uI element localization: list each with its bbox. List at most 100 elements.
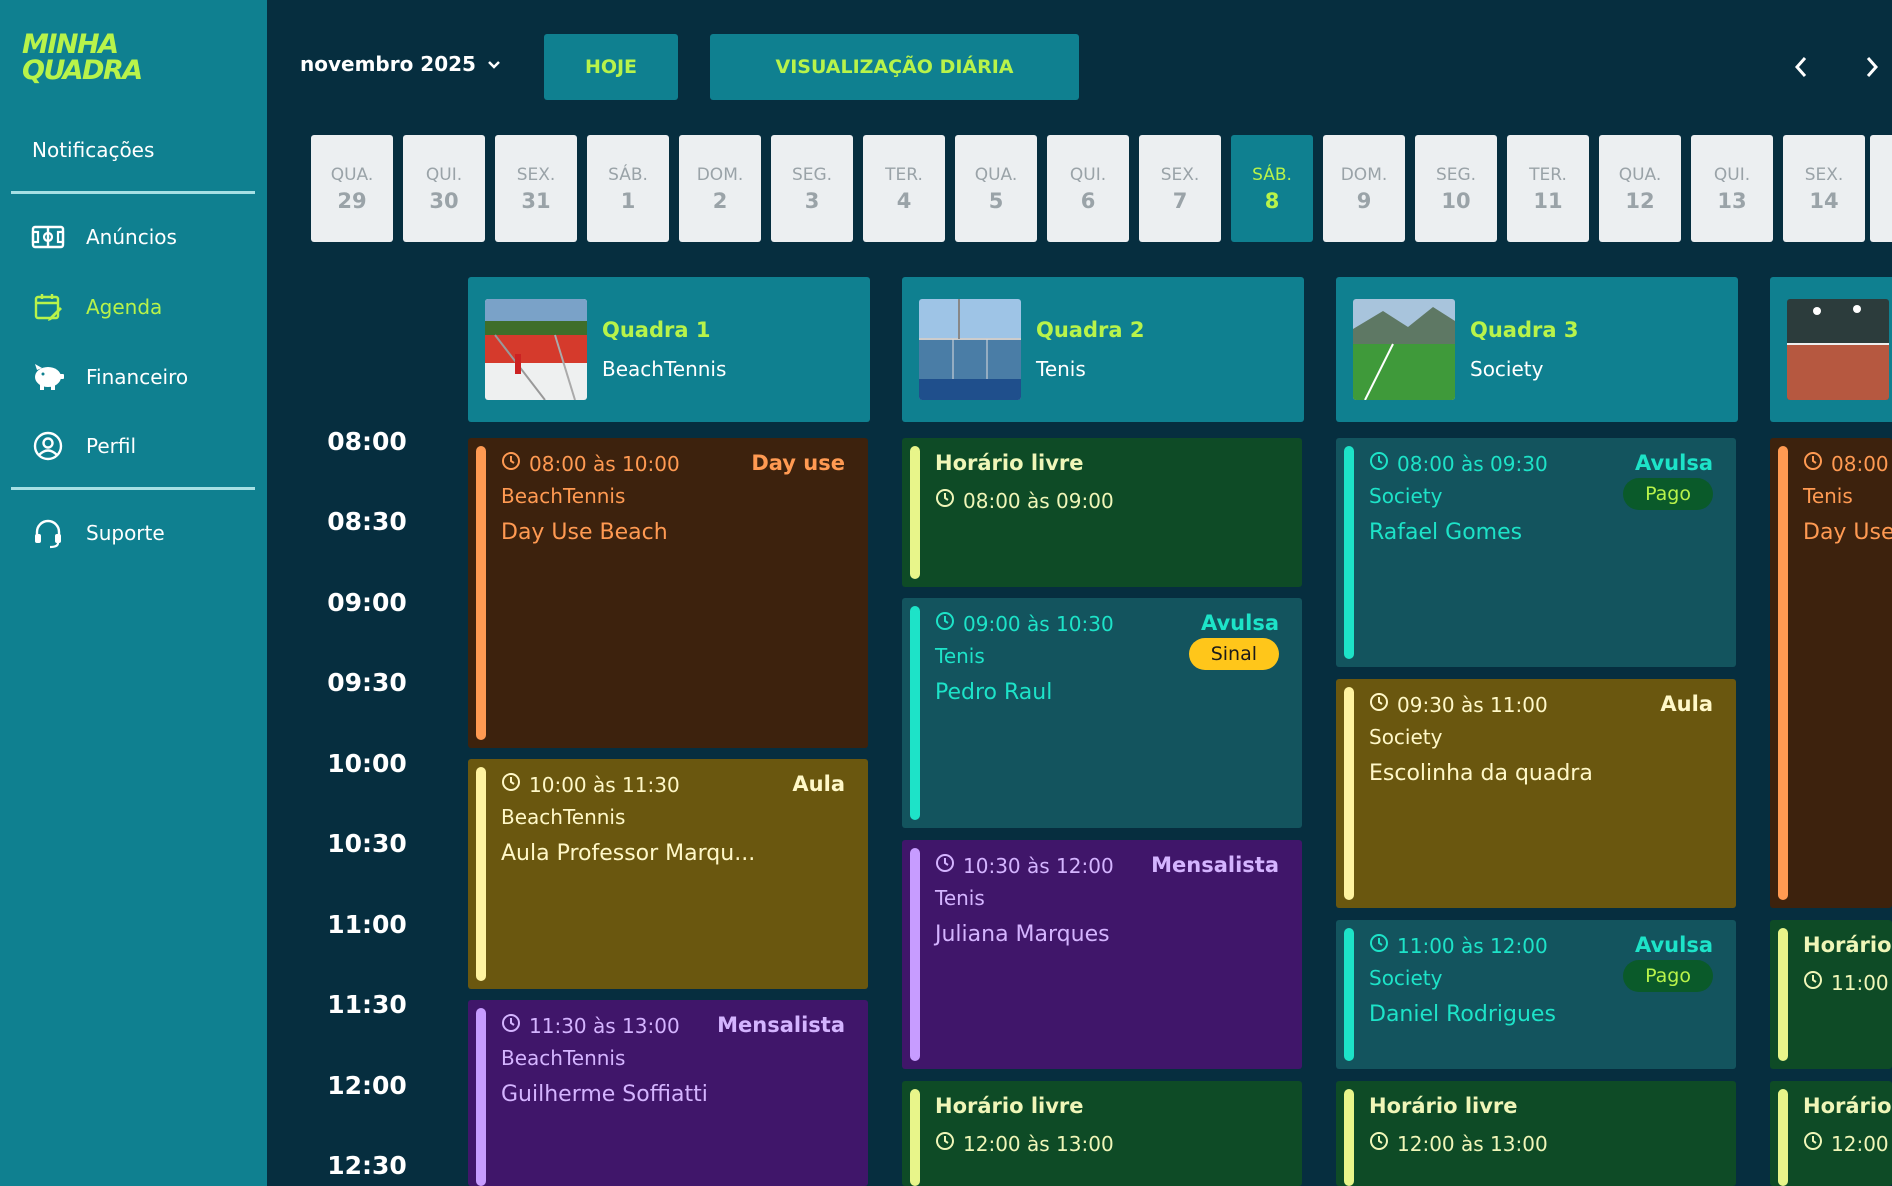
booking-color-bar — [1344, 1089, 1354, 1186]
payment-badge: Pago — [1623, 960, 1713, 992]
clock-icon — [501, 451, 521, 476]
booking-time-text: 08:00 às 09:30 — [1397, 451, 1548, 476]
day-cell[interactable]: DOM. 9 — [1323, 135, 1405, 242]
booking-card[interactable]: 10:30 às 12:00 Mensalista Tenis Juliana … — [902, 840, 1302, 1069]
headset-icon — [30, 515, 66, 551]
booking-type: Mensalista — [717, 1013, 845, 1037]
payment-badge: Sinal — [1188, 638, 1279, 670]
booking-time-text: 11:00 às 12:00 — [1397, 933, 1548, 958]
booking-time: 11:00 à — [1803, 970, 1892, 995]
booking-time-text: 11:00 à — [1831, 970, 1892, 995]
day-cell[interactable]: QUA. 12 — [1599, 135, 1681, 242]
booking-time: 11:00 às 12:00 — [1369, 933, 1548, 958]
day-number: 14 — [1809, 188, 1839, 213]
booking-client: Guilherme Soffiatti — [501, 1082, 708, 1107]
clock-icon — [1803, 451, 1823, 476]
day-cell[interactable]: DOM. 2 — [679, 135, 761, 242]
booking-card[interactable]: 08:00 às 09:30 Avulsa Pago Society Rafae… — [1336, 438, 1736, 667]
day-number: 29 — [337, 188, 367, 213]
day-cell[interactable]: SÁB. 1 — [587, 135, 669, 242]
day-weekday: QUA. — [330, 164, 374, 185]
free-slot-card[interactable]: Horário livre 08:00 às 09:00 — [902, 438, 1302, 587]
booking-client: Day Use Beach — [501, 520, 668, 545]
booking-time-text: 08:00 às 10:00 — [529, 451, 680, 476]
booking-card[interactable]: 08:00 Tenis Day Use — [1770, 438, 1892, 908]
day-number: 5 — [988, 188, 1004, 213]
month-selector[interactable]: novembro 2025 — [300, 52, 502, 76]
notifications-link[interactable]: Notificações — [32, 138, 155, 162]
day-cell[interactable]: QUA. 5 — [955, 135, 1037, 242]
today-button[interactable]: HOJE — [544, 34, 678, 100]
sidebar-item-financeiro[interactable]: Financeiro — [30, 357, 250, 397]
day-weekday: SEG. — [791, 164, 833, 185]
court-header-quadra-3[interactable]: Quadra 3 Society — [1336, 277, 1738, 422]
sidebar-divider — [11, 191, 255, 194]
booking-card[interactable]: 10:00 às 11:30 Aula BeachTennis Aula Pro… — [468, 759, 868, 989]
day-number: 11 — [1533, 188, 1563, 213]
day-weekday: SEX. — [516, 164, 556, 185]
day-cell[interactable]: SEX. 31 — [495, 135, 577, 242]
day-number: 13 — [1717, 188, 1747, 213]
day-cell[interactable]: SEX. 7 — [1139, 135, 1221, 242]
booking-card[interactable]: 11:00 às 12:00 Avulsa Pago Society Danie… — [1336, 920, 1736, 1069]
time-label: 09:30 — [327, 668, 407, 697]
court-header-quadra-4[interactable] — [1770, 277, 1892, 422]
day-cell[interactable]: SEG. 3 — [771, 135, 853, 242]
booking-time: 12:00 às 13:00 — [935, 1131, 1114, 1156]
time-label: 10:00 — [327, 749, 407, 778]
free-slot-card[interactable]: Horário 11:00 à — [1770, 920, 1892, 1069]
booking-time-text: 11:30 às 13:00 — [529, 1013, 680, 1038]
sidebar: MINHA QUADRA Notificações Anúncios Agend… — [0, 0, 267, 1186]
booking-time: 12:00 às 13:00 — [1369, 1131, 1548, 1156]
day-number: 7 — [1172, 188, 1188, 213]
booking-card[interactable]: 08:00 às 10:00 Day use BeachTennis Day U… — [468, 438, 868, 748]
day-weekday: DOM. — [1340, 164, 1388, 185]
day-cell[interactable]: TER. 4 — [863, 135, 945, 242]
day-cell[interactable]: SEX. 14 — [1783, 135, 1865, 242]
clock-icon — [501, 1013, 521, 1038]
day-cell[interactable]: QUA. 29 — [311, 135, 393, 242]
sidebar-item-suporte[interactable]: Suporte — [30, 513, 250, 553]
booking-sport: Tenis — [935, 644, 985, 668]
chevron-right-icon[interactable] — [1855, 50, 1889, 84]
day-weekday: SEX. — [1160, 164, 1200, 185]
day-cell[interactable]: TER. 11 — [1507, 135, 1589, 242]
chevron-left-icon[interactable] — [1784, 50, 1818, 84]
day-cell[interactable]: SEG. 10 — [1415, 135, 1497, 242]
sidebar-item-anuncios[interactable]: Anúncios — [30, 217, 250, 257]
booking-card[interactable]: 09:00 às 10:30 Avulsa Sinal Tenis Pedro … — [902, 598, 1302, 828]
booking-client: Daniel Rodrigues — [1369, 1002, 1556, 1027]
day-number: 10 — [1441, 188, 1471, 213]
day-partial[interactable] — [1870, 135, 1892, 242]
day-weekday: TER. — [885, 164, 923, 185]
booking-time: 11:30 às 13:00 — [501, 1013, 680, 1038]
sidebar-item-perfil[interactable]: Perfil — [30, 426, 250, 466]
booking-sport: Society — [1369, 725, 1443, 749]
sidebar-item-agenda[interactable]: Agenda — [30, 287, 250, 327]
day-cell[interactable]: SÁB. 8 — [1231, 135, 1313, 242]
booking-color-bar — [1778, 446, 1788, 900]
booking-card[interactable]: 09:30 às 11:00 Aula Society Escolinha da… — [1336, 679, 1736, 908]
booking-color-bar — [476, 1008, 486, 1186]
court-header-quadra-1[interactable]: Quadra 1 BeachTennis — [468, 277, 870, 422]
day-number: 6 — [1080, 188, 1096, 213]
day-cell[interactable]: QUI. 13 — [1691, 135, 1773, 242]
free-slot-card[interactable]: Horário livre 12:00 às 13:00 — [1336, 1081, 1736, 1186]
free-slot-card[interactable]: Horário livre 12:00 às 13:00 — [902, 1081, 1302, 1186]
soccer-field-icon — [30, 219, 66, 255]
booking-time-text: 10:30 às 12:00 — [963, 853, 1114, 878]
court-header-quadra-2[interactable]: Quadra 2 Tenis — [902, 277, 1304, 422]
free-slot-card[interactable]: Horário 12:00 — [1770, 1081, 1892, 1186]
booking-time: 08:00 às 09:30 — [1369, 451, 1548, 476]
booking-color-bar — [910, 446, 920, 579]
day-cell[interactable]: QUI. 6 — [1047, 135, 1129, 242]
court-name: Quadra 1 — [602, 318, 711, 342]
sidebar-item-label: Agenda — [86, 295, 163, 319]
court-sport: Society — [1470, 357, 1544, 381]
day-cell[interactable]: QUI. 30 — [403, 135, 485, 242]
daily-view-button[interactable]: VISUALIZAÇÃO DIÁRIA — [710, 34, 1079, 100]
booking-card[interactable]: 11:30 às 13:00 Mensalista BeachTennis Gu… — [468, 1000, 868, 1186]
day-weekday: QUI. — [425, 164, 463, 185]
app-logo[interactable]: MINHA QUADRA — [22, 31, 143, 88]
booking-time: 08:00 às 09:00 — [935, 488, 1114, 513]
